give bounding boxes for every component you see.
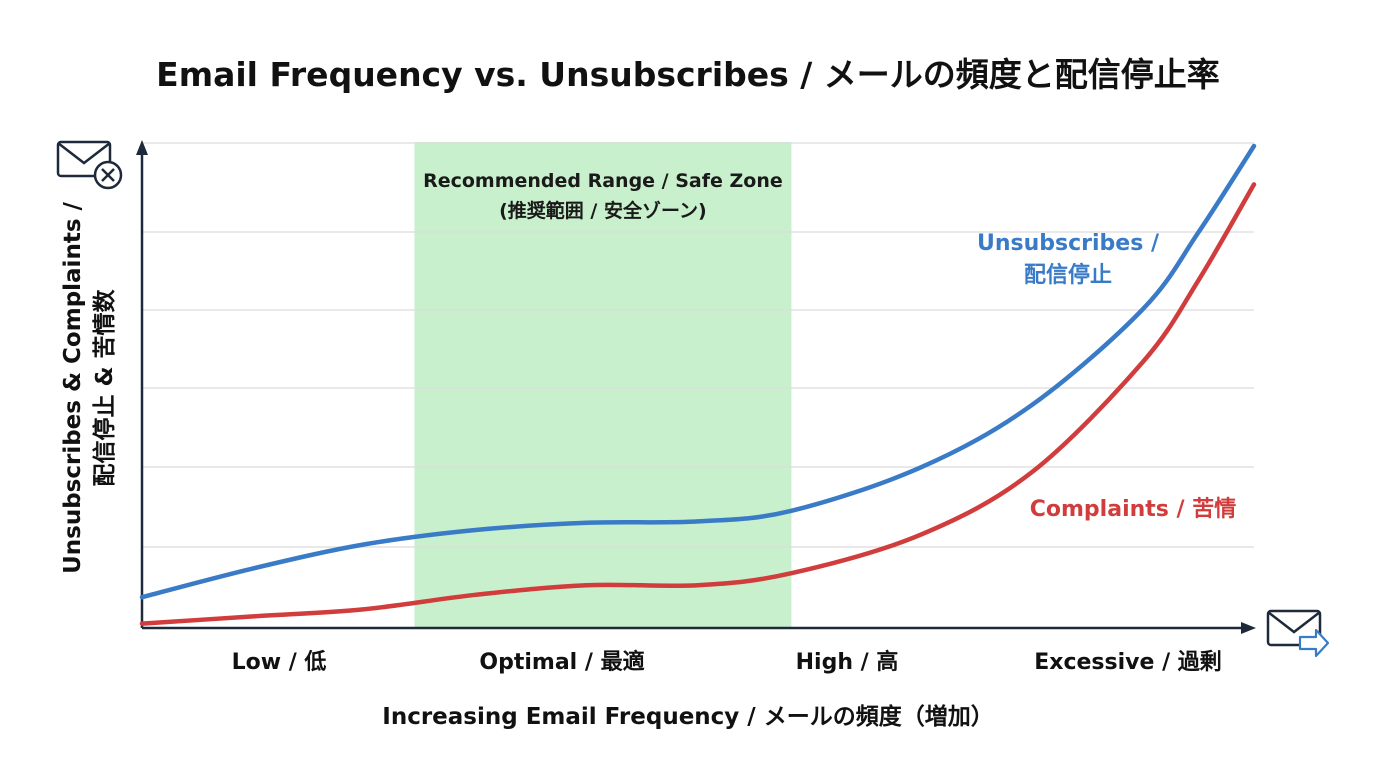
zone-label-line1: Recommended Range / Safe Zone <box>423 170 783 192</box>
x-tick-label-high: High / 高 <box>796 649 899 675</box>
x-axis-label: Increasing Email Frequency / メールの頻度（増加） <box>382 703 993 730</box>
series-line-complaints <box>139 182 1257 626</box>
y-axis-label-line2: 配信停止 & 苦情数 <box>91 288 118 486</box>
series-label-unsubscribes-line1: Unsubscribes / <box>977 231 1160 256</box>
chart-title: Email Frequency vs. Unsubscribes / メールの頻… <box>156 55 1220 94</box>
series-line-unsubscribes <box>139 143 1257 600</box>
zone-label-line2: (推奨範囲 / 安全ゾーン) <box>499 199 707 222</box>
x-axis-arrow <box>1241 622 1256 634</box>
x-tick-label-optimal: Optimal / 最適 <box>479 649 644 675</box>
mail-send-icon <box>1266 609 1330 658</box>
series-label-complaints: Complaints / 苦情 <box>1030 496 1237 522</box>
x-tick-label-low: Low / 低 <box>232 650 327 675</box>
series-lines <box>139 143 1257 626</box>
gridlines <box>142 142 1254 548</box>
x-tick-label-excessive: Excessive / 過剰 <box>1034 649 1222 675</box>
mail-unsubscribe-icon <box>56 140 123 190</box>
series-label-unsubscribes-line2: 配信停止 <box>1024 262 1112 288</box>
y-axis-arrow <box>136 140 148 155</box>
y-axis-label-line1: Unsubscribes & Complaints / <box>60 201 86 573</box>
